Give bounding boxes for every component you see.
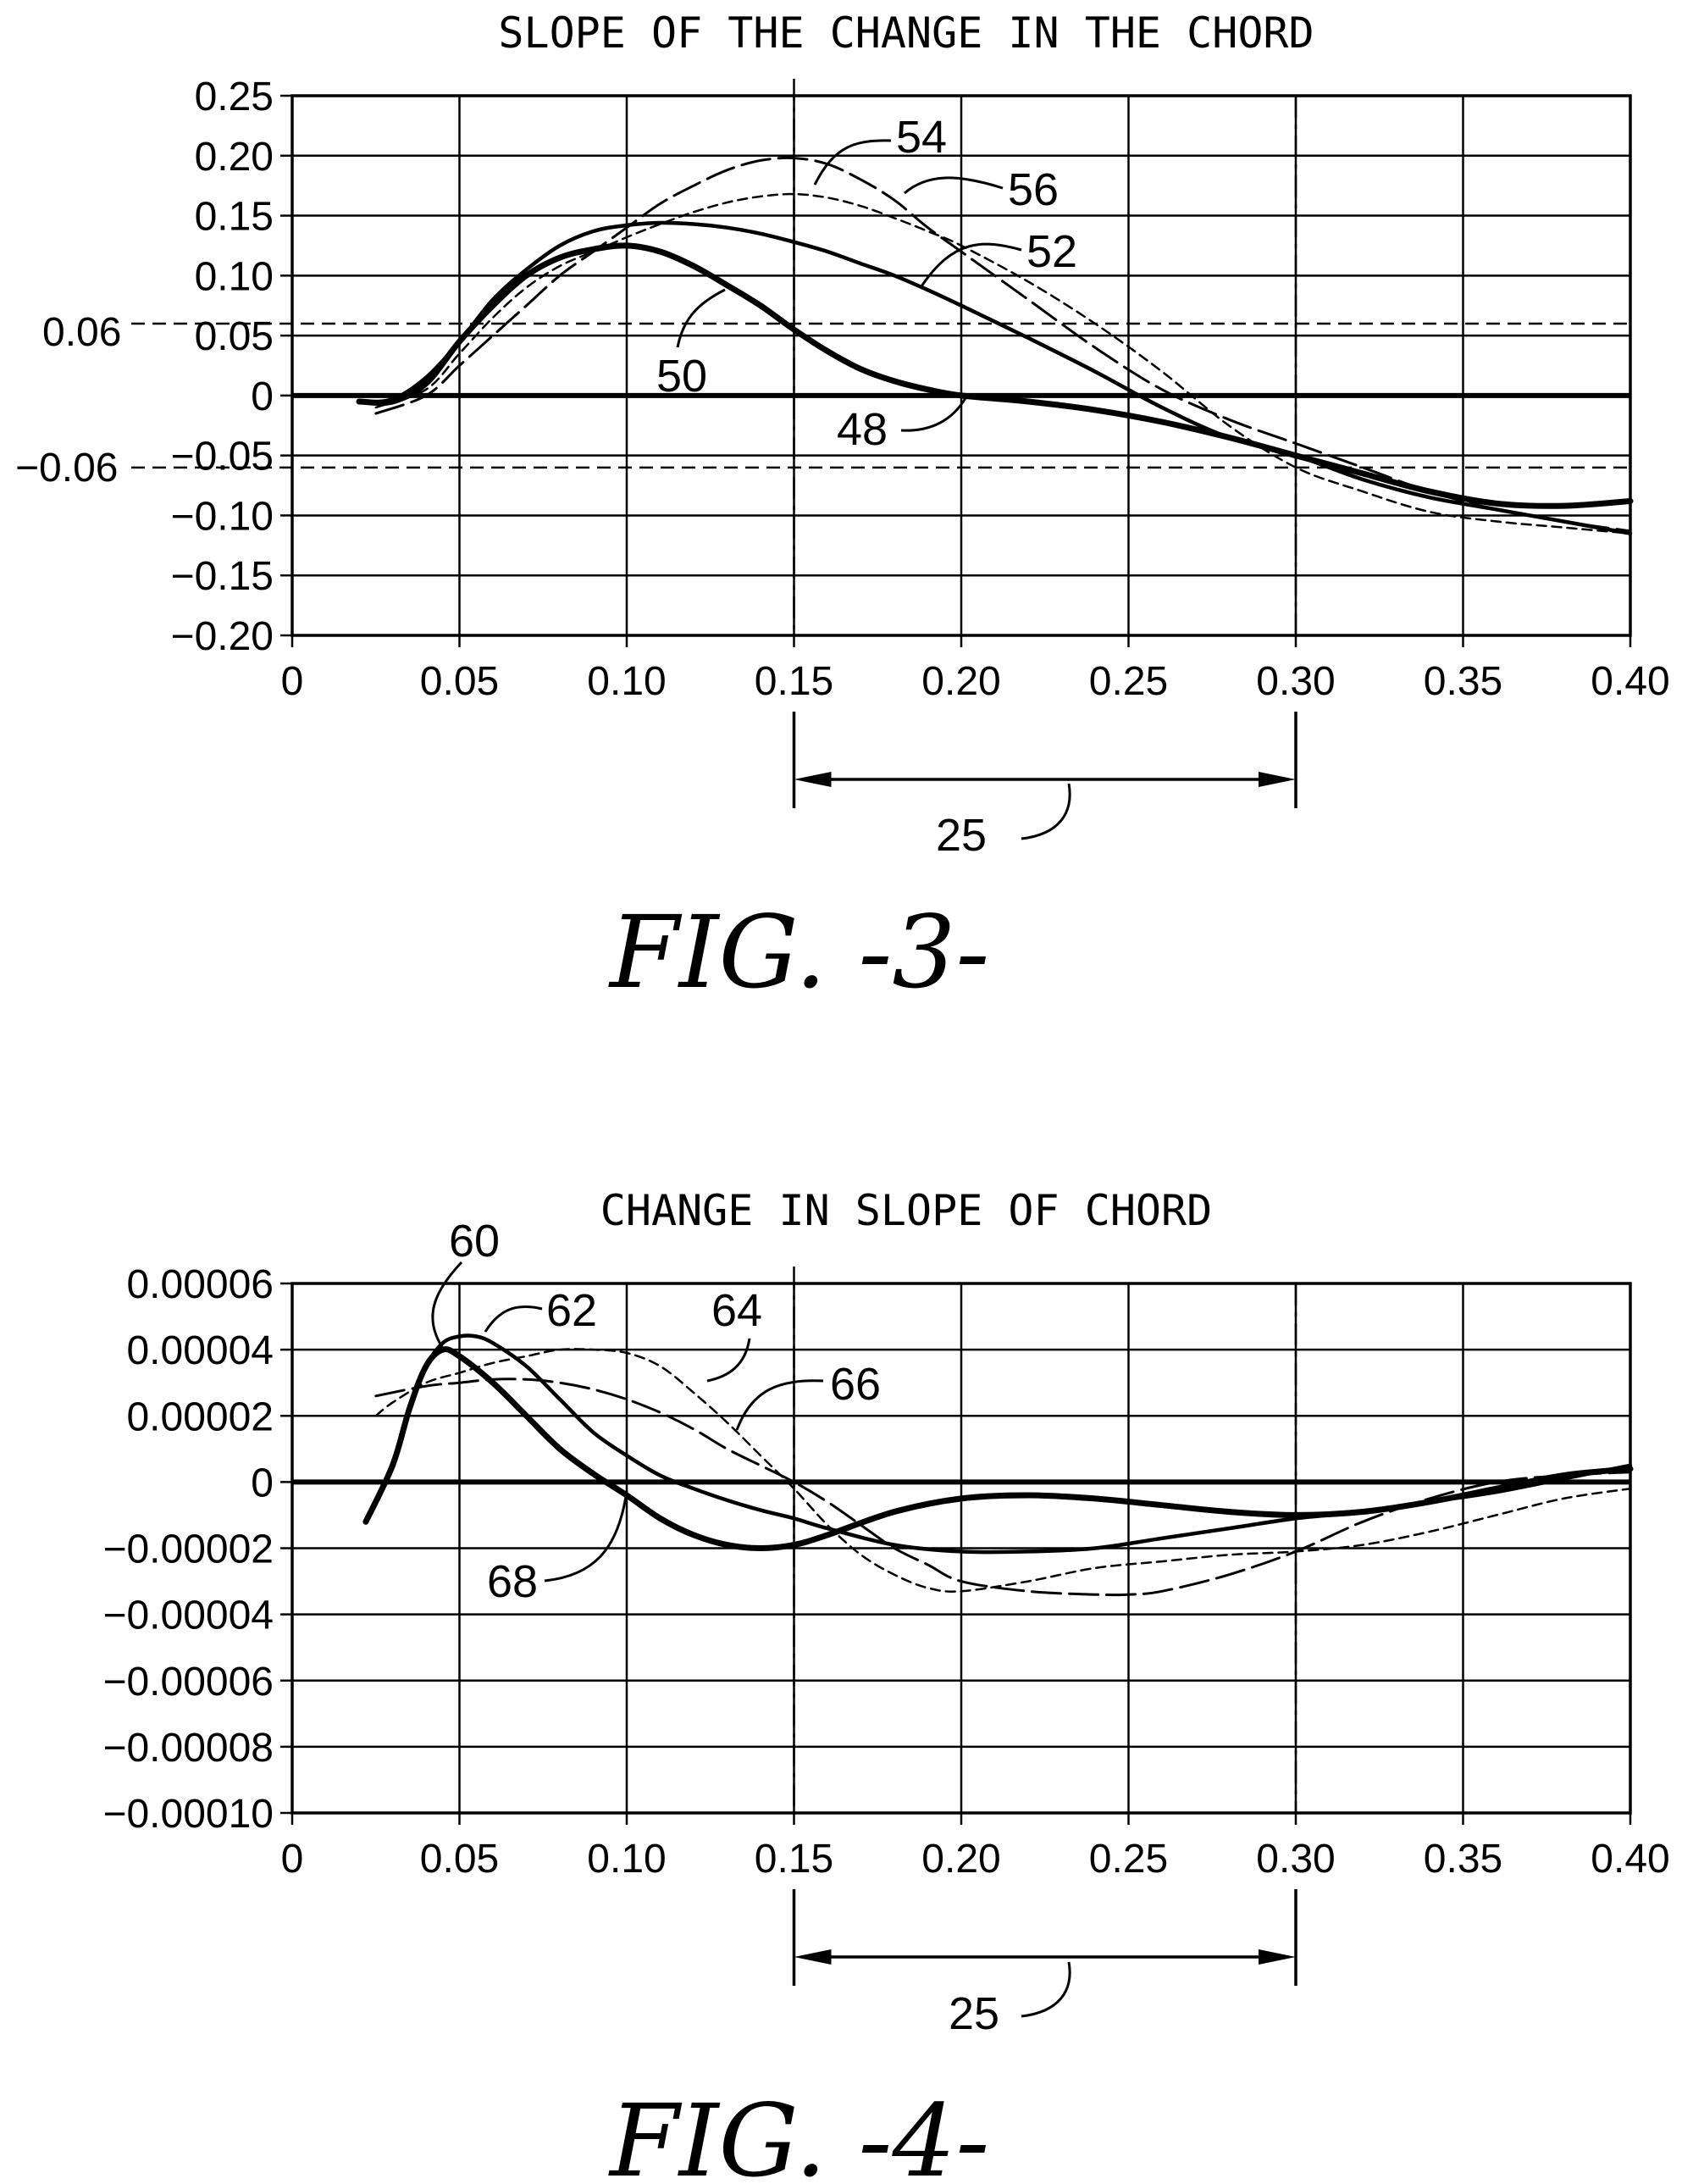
fig4-reference-lines bbox=[792, 1267, 1297, 1986]
fig4-callouts: 60 62 64 66 68 25 bbox=[431, 1216, 1071, 2039]
fig4-y-tick-label: 0 bbox=[251, 1461, 274, 1505]
fig3-x-tick-label: 0.15 bbox=[755, 659, 833, 704]
fig3-y-tick-label: 0.20 bbox=[195, 135, 274, 180]
fig3-dimension-arrow-right bbox=[1259, 772, 1296, 787]
fig4-chart: CHANGE IN SLOPE OF CHORD 0 0.05 0.10 0.15 0.… bbox=[102, 1186, 1669, 2184]
fig4-x-tick-label: 0.20 bbox=[921, 1837, 1000, 1882]
fig4-y-tick-label: −0.00008 bbox=[102, 1726, 274, 1771]
fig3-y-tick-label: 0.25 bbox=[195, 75, 274, 119]
fig4-dimension-label: 25 bbox=[949, 1988, 999, 2039]
fig4-x-tick-label: 0.10 bbox=[587, 1837, 666, 1882]
fig4-y-tick-label: −0.00010 bbox=[102, 1792, 274, 1837]
series-60-line bbox=[362, 1346, 1634, 1551]
fig4-y-tick-label: 0.00002 bbox=[126, 1394, 274, 1439]
fig3-y-tick-label: −0.15 bbox=[171, 554, 274, 599]
callout-54: 54 bbox=[896, 112, 947, 163]
fig3-x-tick-label: 0.10 bbox=[587, 659, 666, 704]
fig4-x-tick-labels: 0 0.05 0.10 0.15 0.20 0.25 0.30 0.35 0.40 bbox=[281, 1837, 1670, 1882]
leader-64 bbox=[706, 1338, 751, 1383]
fig3-y-tick-label: 0 bbox=[251, 374, 274, 419]
fig3-reference-lines bbox=[131, 79, 1630, 808]
fig4-y-tick-label: −0.00002 bbox=[102, 1527, 274, 1572]
fig3-dimension-leader bbox=[1021, 783, 1071, 840]
fig4-caption: FIG. -4- bbox=[608, 2082, 989, 2184]
leader-60 bbox=[431, 1261, 463, 1348]
fig3-y-tick-label: −0.20 bbox=[171, 614, 274, 659]
leader-56 bbox=[904, 176, 1004, 195]
leader-66 bbox=[735, 1379, 824, 1431]
series-50-line bbox=[356, 242, 1634, 509]
fig3-x-tick-label: 0.40 bbox=[1591, 659, 1669, 704]
callout-64: 64 bbox=[711, 1285, 762, 1336]
fig4-x-tick-label: 0.40 bbox=[1591, 1837, 1669, 1882]
fig4-y-tick-label: −0.00004 bbox=[102, 1594, 274, 1638]
leader-50 bbox=[676, 288, 726, 348]
series-66-line bbox=[374, 1377, 1632, 1597]
callout-56: 56 bbox=[1008, 164, 1059, 215]
fig3-y-tick-label: 0.15 bbox=[195, 195, 274, 240]
fig4-x-tick-label: 0 bbox=[281, 1837, 304, 1882]
fig3-x-tick-label: 0.30 bbox=[1256, 659, 1335, 704]
fig4-title: CHANGE IN SLOPE OF CHORD bbox=[600, 1186, 1212, 1235]
series-54-line bbox=[374, 156, 1632, 533]
fig4-dimension-arrow-left bbox=[794, 1949, 832, 1965]
fig4-y-tick-label: 0.00004 bbox=[126, 1328, 274, 1373]
fig4-x-tick-label: 0.35 bbox=[1424, 1837, 1502, 1882]
fig4-x-tick-label: 0.05 bbox=[420, 1837, 499, 1882]
fig3-caption: FIG. -3- bbox=[608, 894, 989, 1011]
series-62-line bbox=[363, 1333, 1633, 1555]
fig3-y-tick-label: 0.10 bbox=[195, 254, 274, 299]
fig3-x-tick-label: 0.20 bbox=[921, 659, 1000, 704]
fig3-x-tick-label: 0.35 bbox=[1424, 659, 1502, 704]
leader-52 bbox=[920, 242, 1022, 287]
series-52-line bbox=[357, 220, 1633, 535]
leader-54 bbox=[813, 139, 892, 186]
leader-62 bbox=[484, 1305, 543, 1333]
fig3-plot-frame bbox=[290, 94, 1632, 637]
fig3-x-tick-label: 0 bbox=[281, 659, 304, 704]
fig3-y-tick-labels: 0.25 0.20 0.15 0.10 0.05 0 −0.05 −0.10 −0.15 −0.2… bbox=[171, 75, 274, 659]
fig3-y-tick-label: 0.05 bbox=[195, 314, 274, 359]
callout-48: 48 bbox=[837, 404, 888, 455]
fig3-x-tick-label: 0.25 bbox=[1089, 659, 1168, 704]
callout-60: 60 bbox=[449, 1216, 500, 1267]
fig4-x-tick-label: 0.25 bbox=[1089, 1837, 1168, 1882]
fig3-x-tick-label: 0.05 bbox=[420, 659, 499, 704]
callout-52: 52 bbox=[1026, 226, 1077, 277]
fig4-y-tick-labels: 0.00006 0.00004 0.00002 0 −0.00002 −0.00004 −0… bbox=[102, 1262, 274, 1837]
fig3-chart: SLOPE OF THE CHANGE IN THE CHORD 0 0.05 0.… bbox=[15, 8, 1670, 1011]
fig3-dimension-label: 25 bbox=[936, 810, 987, 861]
fig3-title: SLOPE OF THE CHANGE IN THE CHORD bbox=[498, 8, 1314, 58]
fig4-series bbox=[362, 1333, 1634, 1597]
fig4-grid bbox=[280, 1282, 1632, 1825]
fig4-y-tick-label: −0.00006 bbox=[102, 1660, 274, 1705]
leader-68 bbox=[544, 1490, 628, 1583]
fig3-y-tick-label: −0.05 bbox=[171, 435, 274, 479]
fig3-x-tick-labels: 0 0.05 0.10 0.15 0.20 0.25 0.30 0.35 0.40 bbox=[281, 659, 1670, 704]
series-56-line bbox=[374, 192, 1632, 535]
fig3-y-tick-label: −0.10 bbox=[171, 494, 274, 539]
callout-66: 66 bbox=[830, 1359, 881, 1410]
callout-62: 62 bbox=[546, 1285, 597, 1336]
fig4-x-tick-label: 0.30 bbox=[1256, 1837, 1335, 1882]
leader-48 bbox=[900, 397, 967, 432]
callout-68: 68 bbox=[487, 1556, 538, 1607]
fig3-threshold-label-lower: −0.06 bbox=[15, 446, 118, 491]
fig3-series bbox=[356, 156, 1634, 535]
fig3-dimension-arrow-left bbox=[794, 772, 832, 787]
fig4-plot-frame bbox=[290, 1282, 1632, 1815]
fig3-threshold-label-upper: 0.06 bbox=[42, 310, 121, 355]
fig4-dimension-arrow-right bbox=[1259, 1949, 1296, 1965]
series-64-line bbox=[374, 1348, 1632, 1593]
fig4-x-tick-label: 0.15 bbox=[755, 1837, 833, 1882]
fig4-dimension-leader bbox=[1021, 1961, 1071, 2018]
callout-50: 50 bbox=[656, 351, 707, 402]
fig4-y-tick-label: 0.00006 bbox=[126, 1262, 274, 1307]
fig3-callouts: 54 56 52 50 48 25 bbox=[656, 112, 1077, 861]
